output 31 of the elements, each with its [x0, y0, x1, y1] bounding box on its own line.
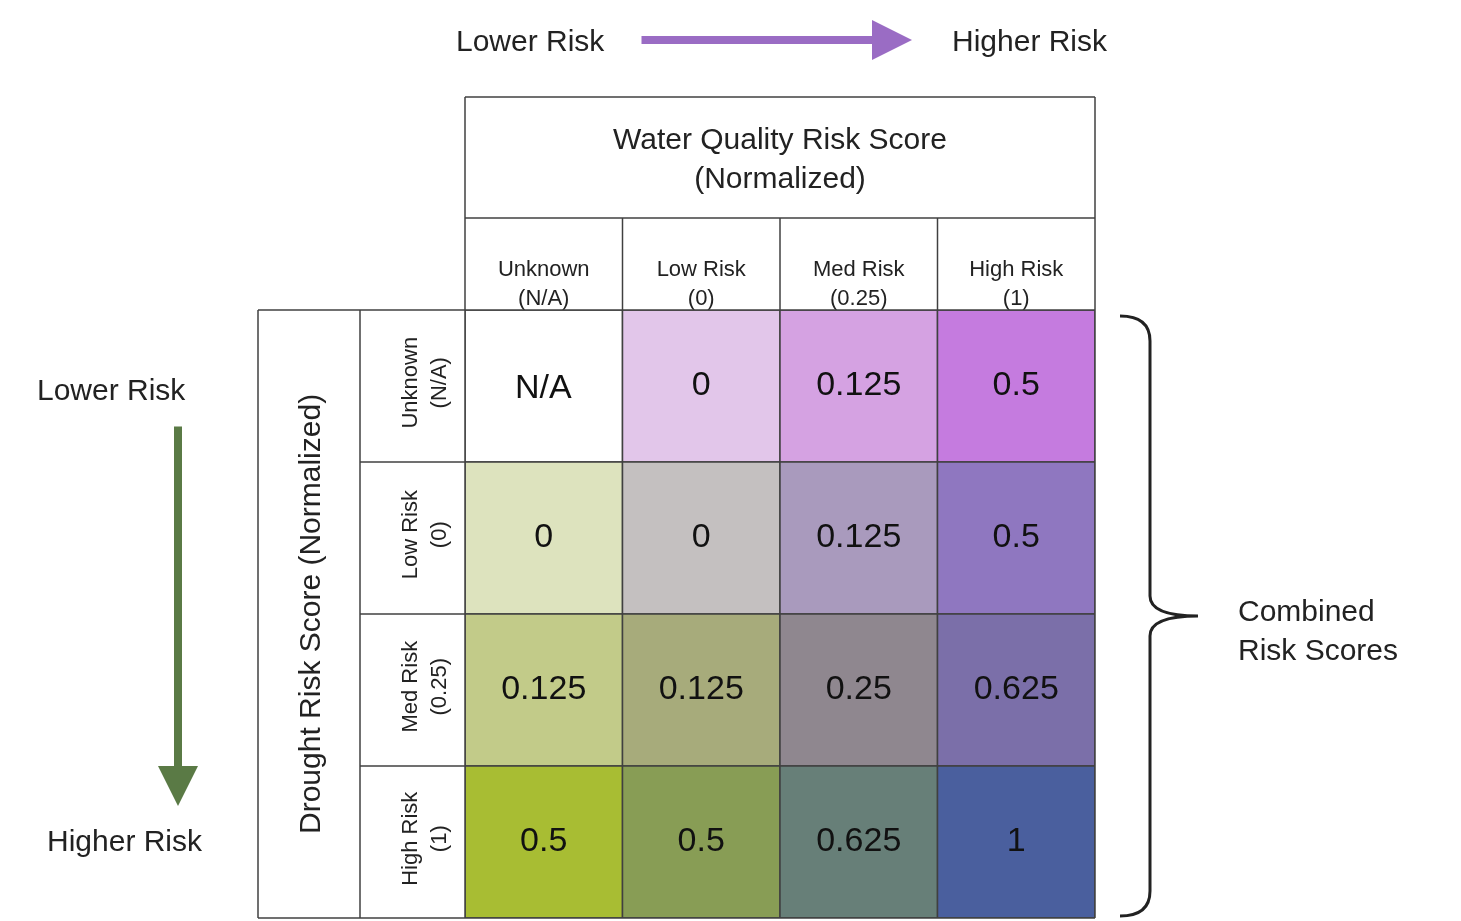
data-label: 0.5	[677, 819, 725, 858]
data-label: 0	[534, 515, 554, 554]
data-label: 1	[1006, 819, 1026, 858]
y-tick-label: Low Risk (0)	[397, 489, 451, 580]
data-label: 0	[691, 515, 711, 554]
x-tick-label: High Risk (1)	[969, 256, 1065, 310]
x-tick-label: Unknown (N/A)	[497, 256, 590, 310]
y-tick-label: Med Risk (0.25)	[397, 639, 451, 733]
data-label: 0.5	[992, 363, 1040, 402]
text: Higher Risk	[952, 24, 1109, 57]
text: Lower Risk	[456, 24, 606, 57]
data-label: 0.625	[816, 819, 902, 858]
y-axis-title: Drought Risk Score (Normalized)	[293, 393, 326, 834]
y-tick-label: Unknown (N/A)	[397, 336, 451, 429]
data-label: 0	[691, 363, 711, 402]
data-label: 0.5	[992, 515, 1040, 554]
annotation: N/A	[515, 367, 572, 405]
x-axis-title: Water Quality Risk Score (Normalized)	[613, 122, 947, 194]
data-label: 0.125	[816, 363, 902, 402]
data-label: 0.625	[973, 667, 1059, 706]
data-label: 0.125	[658, 667, 744, 706]
x-tick-label: Med Risk (0.25)	[812, 256, 906, 310]
text: Lower Risk	[37, 373, 187, 406]
x-tick-label: Low Risk (0)	[656, 256, 747, 310]
text: Combined Risk Scores	[1238, 594, 1399, 666]
data-label: 0.25	[825, 667, 892, 706]
data-label: 0.5	[520, 819, 568, 858]
data-label: 0.125	[501, 667, 587, 706]
text: Higher Risk	[47, 824, 204, 857]
y-tick-label: High Risk (1)	[397, 790, 451, 886]
data-label: 0.125	[816, 515, 902, 554]
